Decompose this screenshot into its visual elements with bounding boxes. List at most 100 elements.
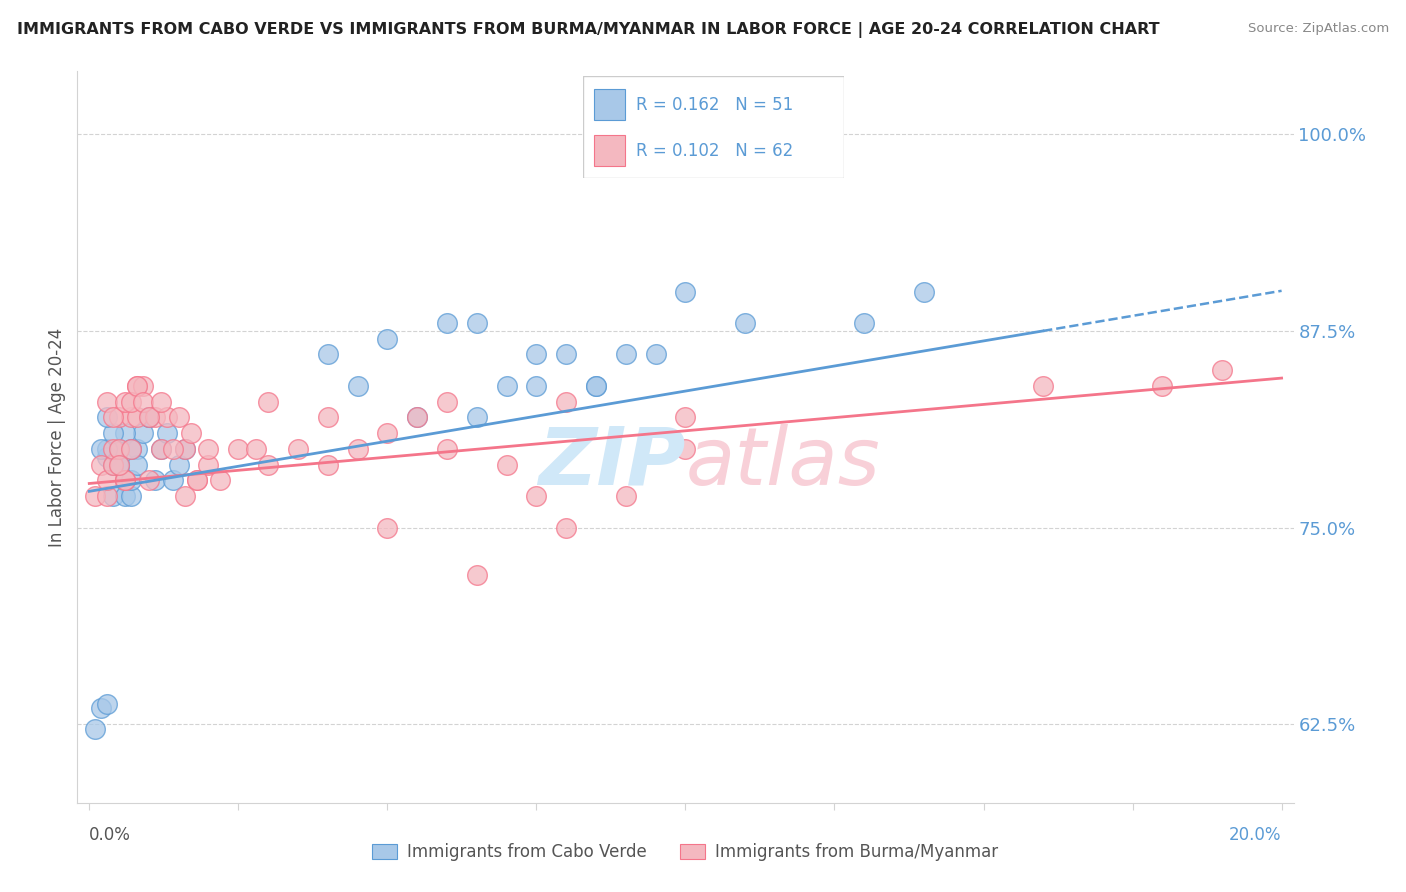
Point: [1032, 379, 1054, 393]
Point: [101, 458, 124, 472]
Point: [120, 473, 142, 487]
Point: [108, 442, 131, 456]
Text: 0.0%: 0.0%: [89, 826, 131, 845]
Text: R = 0.162   N = 51: R = 0.162 N = 51: [636, 95, 793, 113]
Point: [149, 394, 172, 409]
Point: [143, 473, 166, 487]
Point: [108, 458, 131, 472]
Point: [675, 285, 697, 299]
Point: [186, 473, 208, 487]
Point: [375, 520, 398, 534]
Point: [120, 442, 142, 456]
Point: [138, 410, 160, 425]
Point: [125, 379, 148, 393]
Point: [125, 410, 148, 425]
Point: [125, 458, 148, 472]
Point: [524, 379, 547, 393]
Point: [614, 347, 637, 361]
Point: [167, 410, 190, 425]
Point: [101, 410, 124, 425]
Point: [555, 520, 578, 534]
Text: atlas: atlas: [686, 424, 880, 501]
Point: [132, 426, 155, 441]
Point: [585, 379, 607, 393]
Point: [138, 410, 160, 425]
Point: [375, 332, 398, 346]
Point: [101, 458, 124, 472]
Point: [173, 442, 195, 456]
FancyBboxPatch shape: [593, 89, 626, 120]
FancyBboxPatch shape: [593, 136, 626, 166]
Point: [436, 394, 458, 409]
Point: [114, 473, 136, 487]
Point: [675, 410, 697, 425]
Point: [180, 426, 202, 441]
Point: [495, 379, 517, 393]
Point: [138, 473, 160, 487]
Point: [644, 347, 666, 361]
Point: [132, 379, 155, 393]
Point: [108, 458, 131, 472]
Point: [912, 285, 935, 299]
Point: [465, 567, 488, 582]
Point: [1152, 379, 1174, 393]
Point: [524, 347, 547, 361]
Point: [555, 394, 578, 409]
Point: [156, 426, 179, 441]
Point: [257, 458, 280, 472]
Point: [101, 458, 124, 472]
Point: [162, 442, 184, 456]
Text: R = 0.102   N = 62: R = 0.102 N = 62: [636, 142, 793, 160]
Point: [120, 442, 142, 456]
Point: [316, 458, 339, 472]
Point: [96, 410, 118, 425]
Point: [585, 379, 607, 393]
Point: [495, 458, 517, 472]
Point: [316, 410, 339, 425]
Point: [156, 410, 179, 425]
Point: [84, 489, 107, 503]
Point: [162, 473, 184, 487]
Point: [197, 442, 219, 456]
Point: [101, 426, 124, 441]
Point: [614, 489, 637, 503]
Point: [436, 316, 458, 330]
Point: [316, 347, 339, 361]
Point: [143, 410, 166, 425]
Point: [114, 473, 136, 487]
Point: [287, 442, 309, 456]
Point: [675, 442, 697, 456]
Point: [524, 489, 547, 503]
Point: [138, 410, 160, 425]
Legend: Immigrants from Cabo Verde, Immigrants from Burma/Myanmar: Immigrants from Cabo Verde, Immigrants f…: [366, 837, 1005, 868]
Point: [257, 394, 280, 409]
Point: [173, 489, 195, 503]
Point: [1211, 363, 1233, 377]
Point: [114, 489, 136, 503]
Point: [132, 394, 155, 409]
Point: [173, 442, 195, 456]
Text: Source: ZipAtlas.com: Source: ZipAtlas.com: [1249, 22, 1389, 36]
Point: [375, 426, 398, 441]
Point: [96, 450, 118, 464]
Point: [108, 410, 131, 425]
Point: [108, 458, 131, 472]
Point: [96, 394, 118, 409]
Point: [96, 697, 118, 711]
Point: [406, 410, 429, 425]
Point: [406, 410, 429, 425]
Point: [90, 458, 112, 472]
Point: [96, 442, 118, 456]
Point: [120, 489, 142, 503]
Point: [101, 489, 124, 503]
Point: [108, 442, 131, 456]
Point: [125, 379, 148, 393]
Point: [465, 316, 488, 330]
Point: [555, 347, 578, 361]
Point: [96, 489, 118, 503]
Point: [96, 473, 118, 487]
Point: [120, 394, 142, 409]
Point: [245, 442, 267, 456]
Point: [465, 410, 488, 425]
Point: [90, 442, 112, 456]
